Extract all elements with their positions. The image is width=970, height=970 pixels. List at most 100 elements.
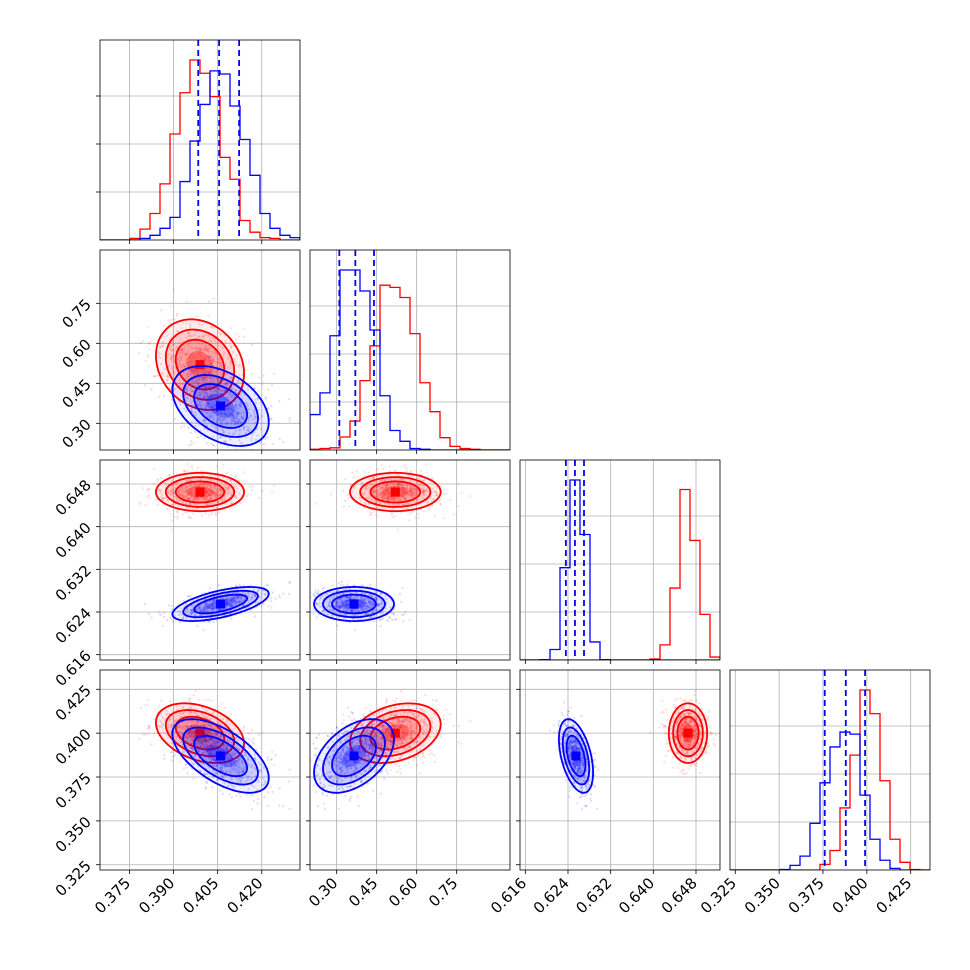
- red-sample-point: [190, 486, 193, 489]
- red-sample-point: [170, 356, 173, 359]
- blue-sample-point: [227, 408, 230, 411]
- red-sample-point: [204, 490, 207, 493]
- blue-sample-point: [247, 412, 250, 415]
- red-sample-point: [213, 350, 216, 353]
- red-sample-point: [187, 488, 190, 491]
- red-sample-point: [172, 371, 175, 374]
- blue-sample-point: [220, 412, 223, 415]
- blue-sample-point: [195, 392, 198, 395]
- blue-sample-point: [200, 403, 203, 407]
- blue-sample-point: [216, 420, 219, 423]
- red-sample-point: [229, 492, 232, 495]
- red-sample-point: [210, 495, 213, 498]
- blue-sample-point: [404, 611, 407, 614]
- red-sample-point: [176, 357, 180, 361]
- red-sample-point: [194, 353, 198, 357]
- blue-sample-point: [220, 416, 223, 419]
- blue-sample-point: [250, 436, 253, 440]
- red-sample-point: [191, 372, 195, 375]
- red-sample-point: [229, 326, 232, 330]
- blue-sample-point: [172, 620, 175, 623]
- red-sample-point: [213, 493, 216, 497]
- blue-sample-point: [202, 385, 205, 388]
- blue-sample-point: [239, 421, 242, 424]
- blue-sample-point: [190, 410, 193, 413]
- blue-sample-point: [218, 418, 222, 421]
- red-sample-point: [228, 486, 231, 489]
- red-sample-point: [210, 485, 213, 488]
- red-sample-point: [229, 361, 232, 364]
- red-sample-point: [218, 344, 221, 347]
- red-sample-point: [198, 376, 201, 379]
- red-sample-point: [213, 484, 216, 487]
- blue-sample-point: [239, 401, 242, 404]
- red-density-peak: [390, 487, 400, 497]
- red-sample-point: [189, 498, 192, 501]
- blue-sample-point: [231, 409, 234, 412]
- blue-sample-point: [197, 404, 200, 407]
- red-sample-point: [205, 483, 208, 486]
- blue-sample-point: [185, 388, 188, 391]
- red-sample-point: [170, 487, 173, 490]
- red-sample-point: [181, 321, 184, 324]
- red-sample-point: [230, 493, 233, 497]
- red-sample-point: [191, 353, 194, 356]
- red-sample-point: [204, 386, 207, 389]
- blue-sample-point: [210, 355, 213, 358]
- blue-sample-point: [226, 398, 229, 401]
- blue-sample-point: [220, 394, 223, 397]
- blue-sample-point: [249, 413, 252, 417]
- red-sample-point: [209, 498, 212, 501]
- blue-sample-point: [166, 619, 169, 622]
- red-sample-point: [164, 486, 167, 490]
- red-sample-point: [185, 336, 188, 339]
- red-sample-point: [363, 470, 366, 473]
- red-sample-point: [213, 404, 217, 407]
- red-sample-point: [195, 347, 198, 351]
- red-sample-point: [217, 500, 220, 503]
- red-sample-point: [388, 465, 391, 468]
- blue-sample-point: [251, 794, 254, 797]
- red-sample-point: [178, 378, 182, 382]
- red-sample-point: [171, 488, 174, 491]
- red-sample-point: [183, 470, 186, 473]
- blue-sample-point: [237, 792, 240, 795]
- blue-sample-point: [171, 608, 174, 611]
- red-sample-point: [191, 508, 194, 511]
- red-sample-point: [229, 473, 233, 476]
- blue-sample-point: [172, 748, 175, 752]
- blue-sample-point: [203, 357, 206, 360]
- blue-sample-point: [278, 787, 281, 790]
- red-sample-point: [243, 335, 246, 338]
- blue-sample-point: [259, 441, 262, 444]
- blue-sample-point: [226, 422, 229, 425]
- red-sample-point: [190, 363, 194, 366]
- red-sample-point: [195, 470, 198, 473]
- blue-sample-point: [205, 392, 208, 395]
- blue-sample-point: [242, 411, 245, 414]
- blue-sample-point: [213, 408, 216, 412]
- blue-sample-point: [238, 583, 241, 586]
- blue-sample-point: [205, 404, 208, 407]
- blue-sample-point: [225, 403, 228, 407]
- red-sample-point: [196, 395, 199, 398]
- blue-sample-point: [229, 412, 232, 415]
- blue-sample-point: [224, 439, 227, 443]
- blue-sample-point: [224, 389, 228, 392]
- blue-sample-point: [234, 429, 238, 433]
- red-sample-point: [209, 371, 212, 374]
- red-sample-point: [215, 488, 218, 492]
- red-sample-point: [175, 312, 179, 316]
- red-sample-point: [209, 358, 212, 362]
- red-sample-point: [186, 494, 189, 497]
- blue-sample-point: [236, 412, 239, 415]
- red-sample-point: [141, 733, 144, 736]
- blue-sample-point: [200, 435, 203, 438]
- red-sample-point: [201, 356, 204, 359]
- red-sample-point: [188, 343, 191, 346]
- red-sample-point: [181, 351, 184, 355]
- red-sample-point: [208, 493, 211, 496]
- blue-sample-point: [253, 415, 257, 418]
- red-sample-point: [222, 346, 225, 350]
- red-sample-point: [204, 369, 207, 372]
